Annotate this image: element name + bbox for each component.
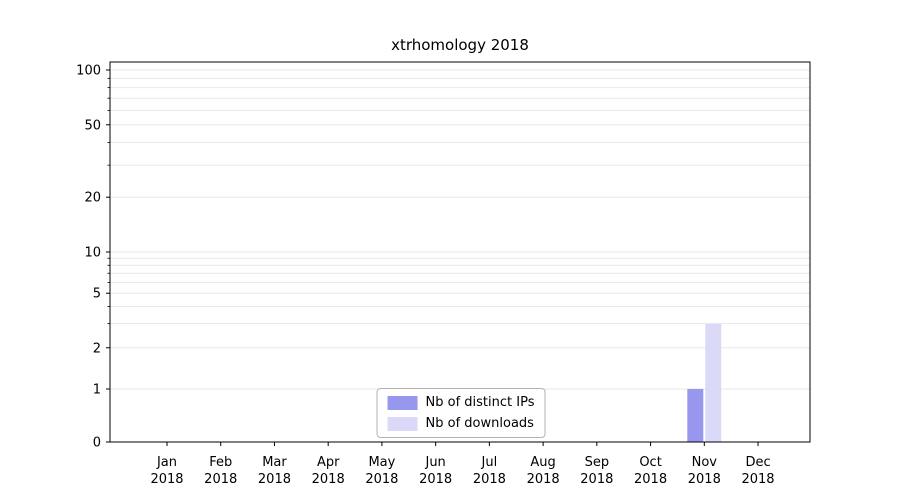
- x-tick-label-month: Sep: [585, 455, 610, 470]
- legend-row-downloads: Nb of downloads: [387, 416, 535, 431]
- x-tick-label-year: 2018: [312, 472, 345, 487]
- x-tick-label-year: 2018: [204, 472, 237, 487]
- y-tick-label: 10: [84, 246, 101, 261]
- legend-label-distinct-ips: Nb of distinct IPs: [425, 395, 535, 410]
- x-tick-label-year: 2018: [150, 472, 183, 487]
- x-tick-label-month: Dec: [745, 455, 770, 470]
- x-tick-label-year: 2018: [473, 472, 506, 487]
- legend-swatch-distinct-ips: [387, 395, 418, 410]
- bar-nb-of-distinct-ips-nov: [687, 389, 704, 442]
- x-tick-label-year: 2018: [580, 472, 613, 487]
- x-tick-label-month: Aug: [530, 455, 555, 470]
- legend-swatch-downloads: [387, 416, 418, 431]
- x-tick-label-month: Jan: [156, 455, 177, 470]
- x-tick-label-month: Apr: [317, 455, 340, 470]
- x-tick-label-month: Feb: [209, 455, 232, 470]
- x-tick-label-year: 2018: [258, 472, 291, 487]
- y-tick-label: 1: [93, 383, 101, 398]
- x-tick-label-year: 2018: [741, 472, 774, 487]
- y-tick-label: 100: [76, 64, 101, 79]
- x-tick-label-year: 2018: [365, 472, 398, 487]
- x-tick-label-month: Jul: [481, 455, 498, 470]
- x-tick-label-month: Oct: [639, 455, 661, 470]
- y-tick-label: 2: [93, 341, 101, 356]
- legend-row-distinct-ips: Nb of distinct IPs: [387, 395, 535, 410]
- x-tick-label-month: Nov: [692, 455, 718, 470]
- chart-title: xtrhomology 2018: [391, 36, 529, 54]
- y-tick-label: 5: [93, 287, 101, 302]
- x-tick-label-year: 2018: [634, 472, 667, 487]
- x-tick-label-year: 2018: [419, 472, 452, 487]
- x-tick-label-year: 2018: [688, 472, 721, 487]
- bar-nb-of-downloads-nov: [705, 323, 722, 442]
- x-tick-label-year: 2018: [527, 472, 560, 487]
- x-tick-label-month: Mar: [262, 455, 287, 470]
- x-tick-label-month: May: [368, 455, 395, 470]
- x-tick-label-month: Jun: [424, 455, 445, 470]
- y-tick-label: 20: [84, 191, 101, 206]
- legend: Nb of distinct IPs Nb of downloads: [376, 388, 546, 438]
- y-tick-label: 0: [93, 436, 101, 451]
- legend-label-downloads: Nb of downloads: [425, 416, 534, 431]
- y-tick-label: 50: [84, 118, 101, 133]
